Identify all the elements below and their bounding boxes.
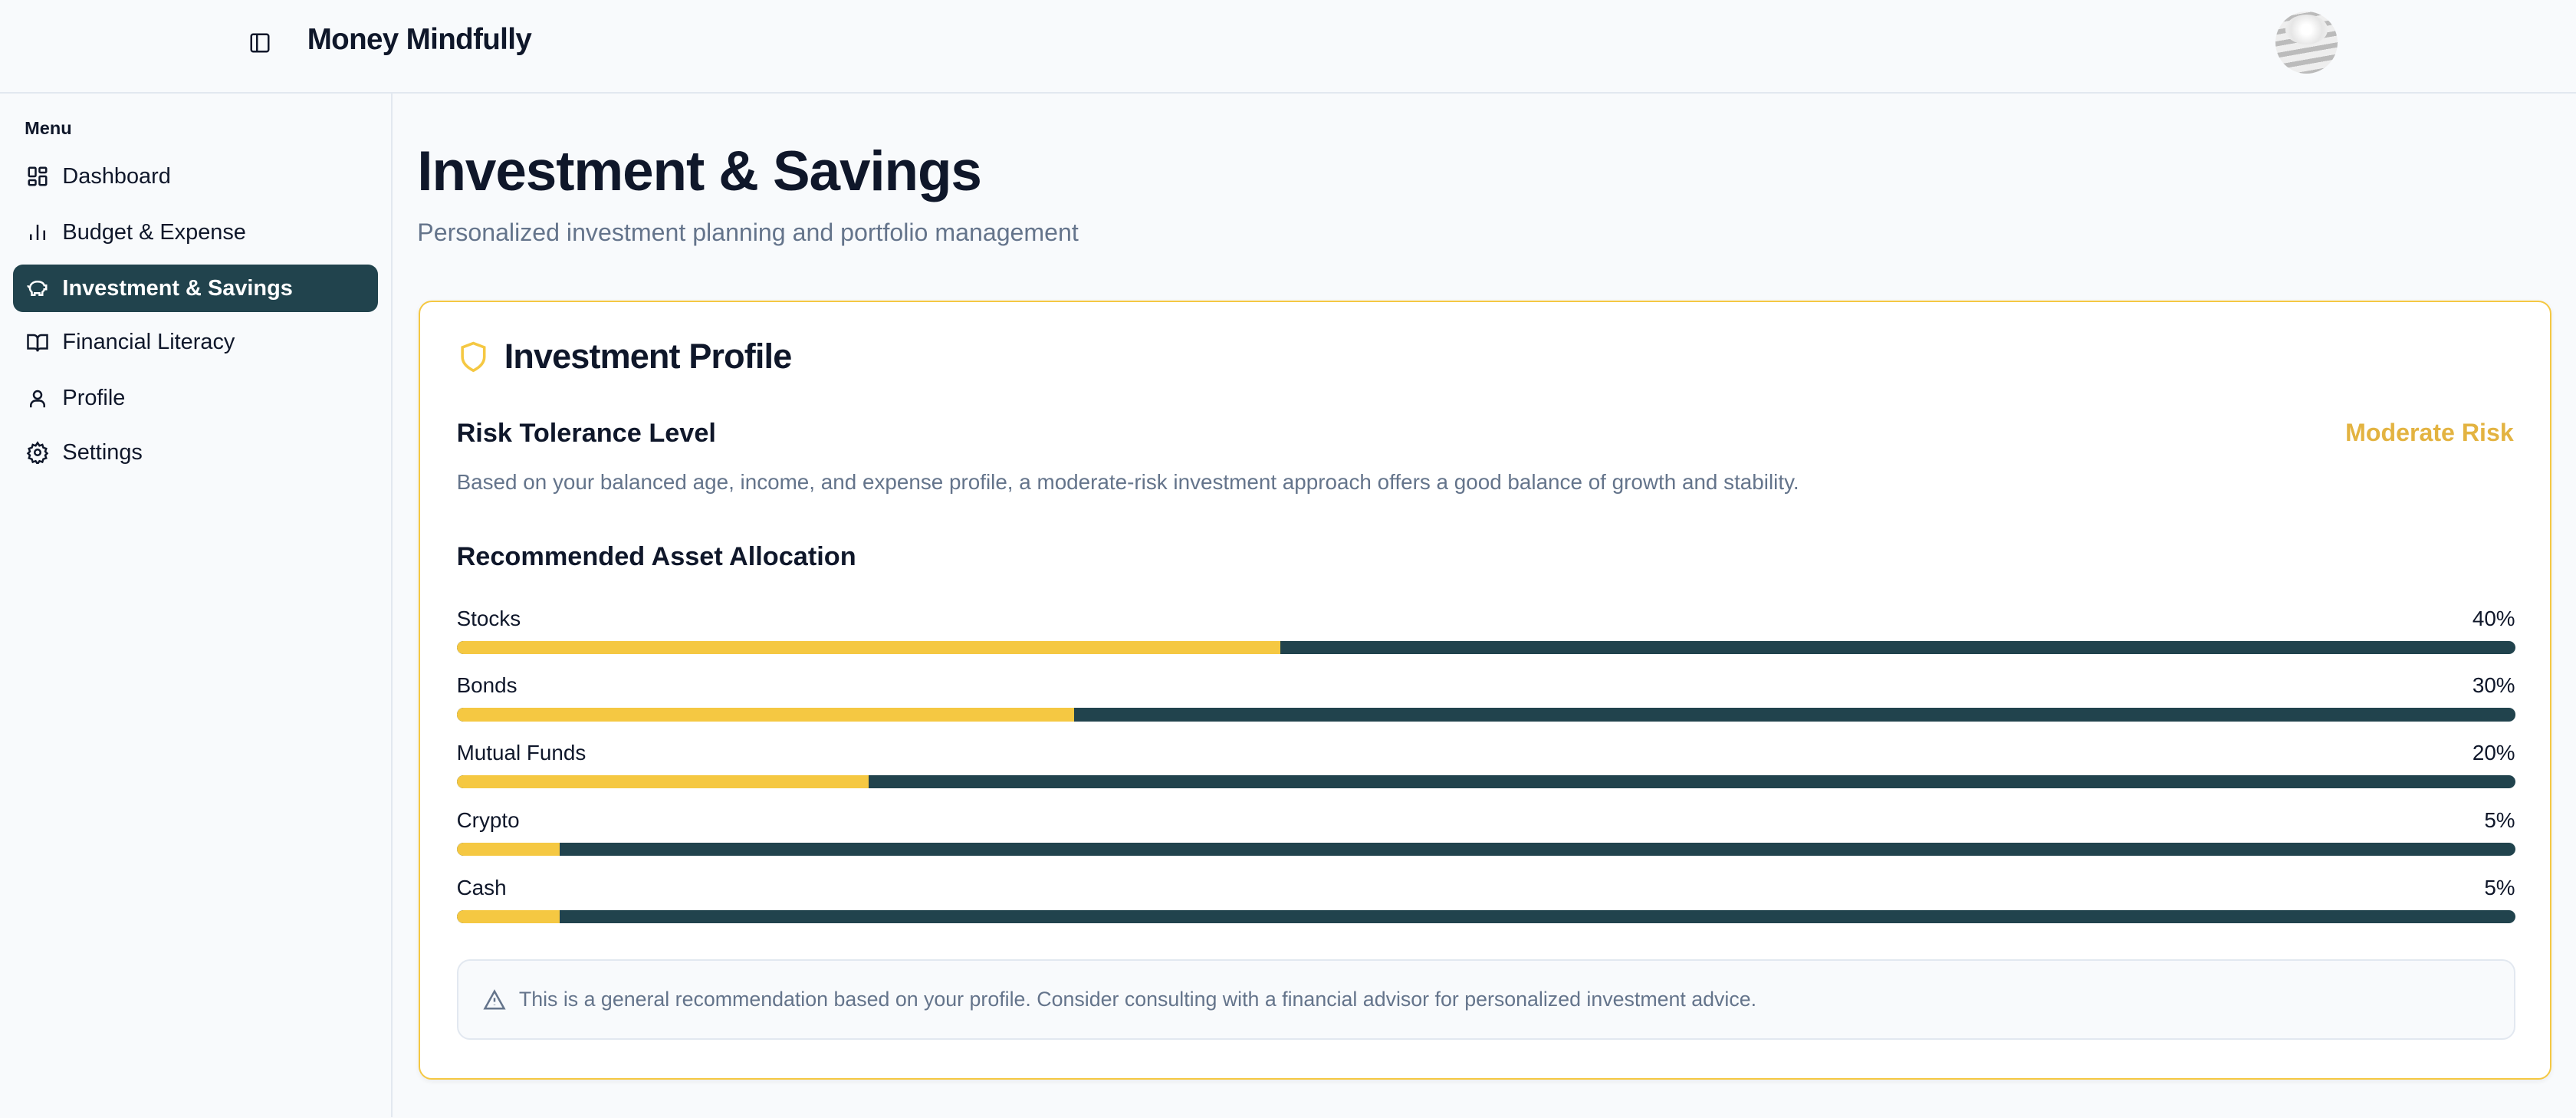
allocation-percent: 20% — [2472, 741, 2515, 765]
allocation-progress-bar — [456, 640, 2515, 654]
allocation-progress-bar — [456, 708, 2515, 722]
sidebar-item-investment[interactable]: Investment & Savings — [13, 264, 378, 313]
app-title: Money Mindfully — [307, 23, 532, 56]
allocation-percent: 5% — [2484, 808, 2515, 833]
allocation-percent: 40% — [2472, 606, 2515, 630]
allocation-progress-bar — [456, 843, 2515, 857]
dashboard-icon — [28, 166, 48, 186]
allocation-progress-bar — [456, 775, 2515, 789]
sidebar-item-label: Investment & Savings — [62, 275, 293, 301]
disclaimer-note: This is a general recommendation based o… — [456, 959, 2515, 1041]
book-icon — [27, 334, 49, 352]
bar-chart-icon — [30, 225, 46, 241]
piggy-bank-icon — [27, 281, 48, 297]
allocation-progress-fill — [456, 775, 869, 789]
allocation-title: Recommended Asset Allocation — [456, 541, 856, 571]
sidebar-item-profile[interactable]: Profile — [13, 375, 378, 423]
page-title: Investment & Savings — [417, 140, 982, 203]
risk-description: Based on your balanced age, income, and … — [456, 469, 1799, 494]
sidebar-toggle-icon[interactable] — [248, 31, 271, 54]
allocation-row: Crypto 5% — [456, 808, 2515, 864]
shield-icon — [460, 341, 486, 372]
menu-label: Menu — [25, 118, 72, 139]
allocation-name: Crypto — [456, 808, 520, 833]
allocation-name: Bonds — [456, 673, 518, 698]
sidebar-item-label: Settings — [62, 439, 143, 465]
sidebar-item-financial-literacy[interactable]: Financial Literacy — [13, 319, 378, 367]
sidebar: Menu Dashboard Budget & Expense Investme… — [0, 94, 393, 1118]
disclaimer-text: This is a general recommendation based o… — [518, 988, 1757, 1011]
sidebar-item-label: Budget & Expense — [62, 219, 246, 245]
allocation-name: Stocks — [456, 606, 521, 630]
allocation-name: Cash — [456, 875, 507, 899]
sidebar-item-dashboard[interactable]: Dashboard — [13, 153, 378, 200]
sidebar-item-label: Dashboard — [62, 163, 171, 189]
sidebar-item-label: Financial Literacy — [62, 330, 235, 355]
warning-icon — [483, 988, 506, 1010]
allocation-row: Bonds 30% — [456, 673, 2515, 729]
allocation-row: Mutual Funds 20% — [456, 741, 2515, 797]
allocation-row: Stocks 40% — [456, 606, 2515, 663]
allocation-percent: 5% — [2484, 875, 2515, 899]
risk-level-badge: Moderate Risk — [2345, 419, 2514, 447]
allocation-name: Mutual Funds — [456, 741, 586, 765]
allocation-progress-bar — [456, 909, 2515, 924]
user-icon — [30, 390, 46, 407]
gear-icon — [27, 441, 49, 465]
allocation-progress-fill — [456, 909, 560, 924]
allocation-percent: 30% — [2472, 673, 2515, 698]
allocation-progress-fill — [456, 843, 560, 857]
sidebar-item-budget[interactable]: Budget & Expense — [13, 209, 378, 256]
card-title: Investment Profile — [504, 337, 793, 377]
allocation-progress-fill — [456, 708, 1075, 722]
sidebar-item-settings[interactable]: Settings — [13, 429, 378, 476]
page-subtitle: Personalized investment planning and por… — [417, 218, 1079, 246]
investment-profile-card: Investment Profile Risk Tolerance Level … — [419, 301, 2551, 1080]
risk-tolerance-label: Risk Tolerance Level — [456, 419, 716, 449]
top-header: Money Mindfully — [0, 0, 2576, 94]
allocation-row: Cash 5% — [456, 875, 2515, 932]
sidebar-item-label: Profile — [62, 386, 126, 411]
user-avatar[interactable] — [2275, 12, 2338, 74]
allocation-progress-fill — [456, 640, 1280, 654]
